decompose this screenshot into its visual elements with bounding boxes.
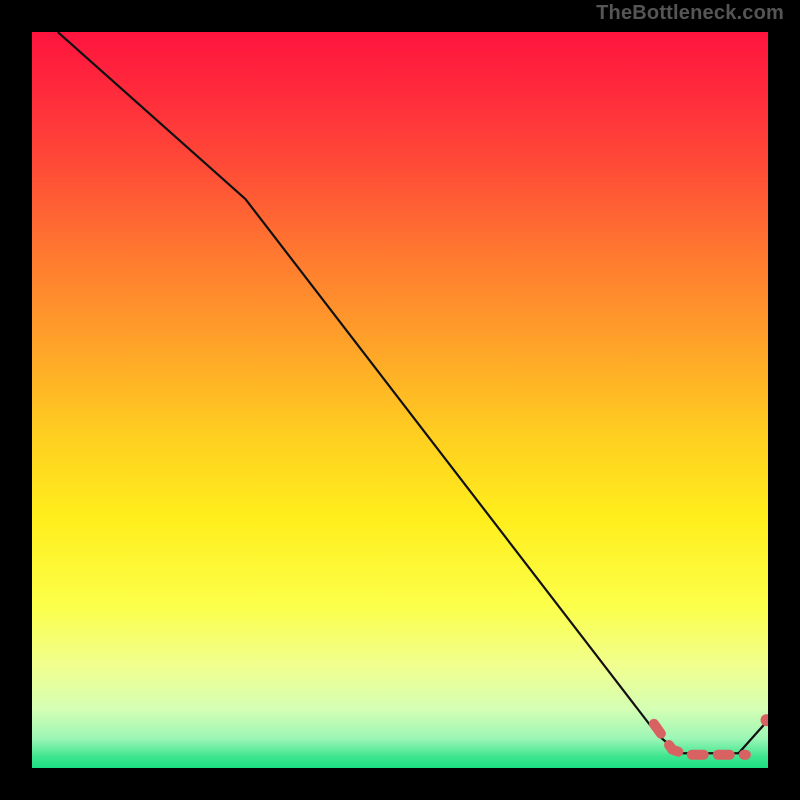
- chart-frame: TheBottleneck.com: [0, 0, 800, 800]
- gradient-chart: [32, 32, 768, 768]
- attribution-text: TheBottleneck.com: [596, 2, 784, 25]
